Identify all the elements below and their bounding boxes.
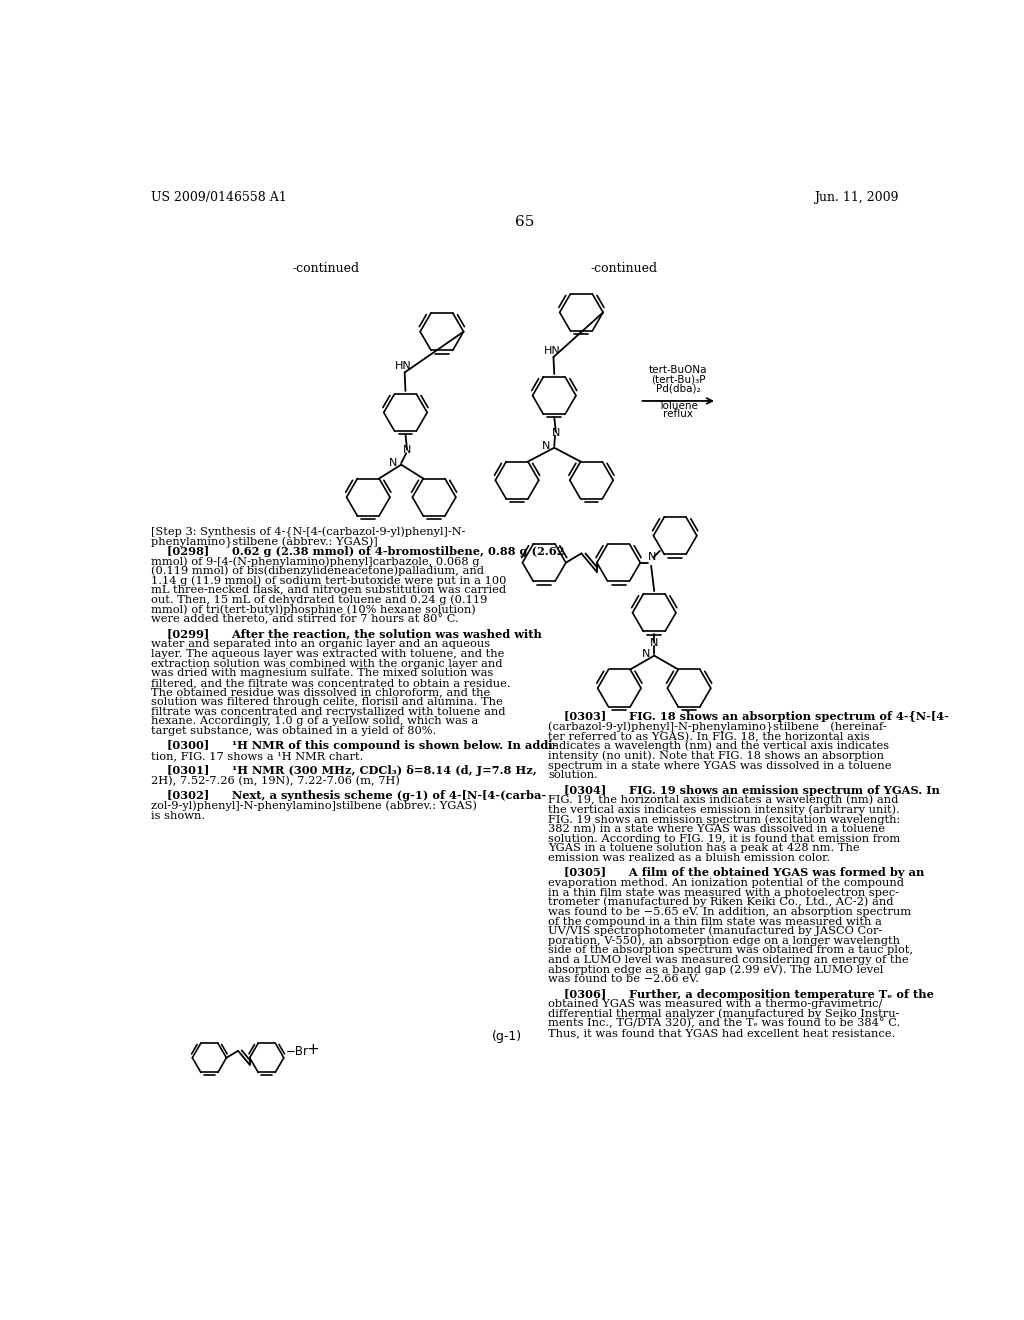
Text: filtered, and the filtrate was concentrated to obtain a residue.: filtered, and the filtrate was concentra…: [152, 678, 511, 688]
Text: indicates a wavelength (nm) and the vertical axis indicates: indicates a wavelength (nm) and the vert…: [548, 741, 889, 751]
Text: N: N: [403, 445, 412, 455]
Text: solution. According to FIG. 19, it is found that emission from: solution. According to FIG. 19, it is fo…: [548, 834, 900, 843]
Text: trometer (manufactured by Riken Keiki Co., Ltd., AC-2) and: trometer (manufactured by Riken Keiki Co…: [548, 896, 894, 907]
Text: [0298]  0.62 g (2.38 mmol) of 4-bromostilbene, 0.88 g (2.62: [0298] 0.62 g (2.38 mmol) of 4-bromostil…: [152, 546, 565, 557]
Text: Pd(dba)₂: Pd(dba)₂: [656, 384, 700, 393]
Text: were added thereto, and stirred for 7 hours at 80° C.: were added thereto, and stirred for 7 ho…: [152, 614, 459, 624]
Text: of the compound in a thin film state was measured with a: of the compound in a thin film state was…: [548, 916, 882, 927]
Text: and a LUMO level was measured considering an energy of the: and a LUMO level was measured considerin…: [548, 956, 908, 965]
Text: [0301]  ¹H NMR (300 MHz, CDCl₃) δ=8.14 (d, J=7.8 Hz,: [0301] ¹H NMR (300 MHz, CDCl₃) δ=8.14 (d…: [152, 766, 537, 776]
Text: was dried with magnesium sulfate. The mixed solution was: was dried with magnesium sulfate. The mi…: [152, 668, 494, 678]
Text: N: N: [642, 649, 650, 659]
Text: N: N: [542, 441, 550, 451]
Text: was found to be −2.66 eV.: was found to be −2.66 eV.: [548, 974, 699, 985]
Text: phenylamino}stilbene (abbrev.: YGAS)]: phenylamino}stilbene (abbrev.: YGAS)]: [152, 537, 378, 548]
Text: differential thermal analyzer (manufactured by Seiko Instru-: differential thermal analyzer (manufactu…: [548, 1008, 899, 1019]
Text: Toluene: Toluene: [658, 401, 698, 411]
Text: +: +: [307, 1041, 319, 1057]
Text: Thus, it was found that YGAS had excellent heat resistance.: Thus, it was found that YGAS had excelle…: [548, 1028, 895, 1039]
Text: HN: HN: [395, 362, 412, 371]
Text: [Step 3: Synthesis of 4-{N-[4-(carbazol-9-yl)phenyl]-N-: [Step 3: Synthesis of 4-{N-[4-(carbazol-…: [152, 527, 466, 539]
Text: 382 nm) in a state where YGAS was dissolved in a toluene: 382 nm) in a state where YGAS was dissol…: [548, 824, 885, 834]
Text: ments Inc., TG/DTA 320), and the Tₑ was found to be 384° C.: ments Inc., TG/DTA 320), and the Tₑ was …: [548, 1018, 900, 1028]
Text: mmol) of 9-[4-(N-phenylamino)phenyl]carbazole, 0.068 g: mmol) of 9-[4-(N-phenylamino)phenyl]carb…: [152, 556, 480, 566]
Text: in a thin film state was measured with a photoelectron spec-: in a thin film state was measured with a…: [548, 887, 899, 898]
Text: YGAS in a toluene solution has a peak at 428 nm. The: YGAS in a toluene solution has a peak at…: [548, 843, 860, 854]
Text: spectrum in a state where YGAS was dissolved in a toluene: spectrum in a state where YGAS was disso…: [548, 760, 892, 771]
Text: HN: HN: [544, 346, 561, 356]
Text: [0302]  Next, a synthesis scheme (g-1) of 4-[N-[4-(carba-: [0302] Next, a synthesis scheme (g-1) of…: [152, 791, 547, 801]
Text: tion, FIG. 17 shows a ¹H NMR chart.: tion, FIG. 17 shows a ¹H NMR chart.: [152, 751, 364, 762]
Text: reflux: reflux: [664, 409, 693, 420]
Text: [0303]  FIG. 18 shows an absorption spectrum of 4-{N-[4-: [0303] FIG. 18 shows an absorption spect…: [548, 711, 949, 722]
Text: [0304]  FIG. 19 shows an emission spectrum of YGAS. In: [0304] FIG. 19 shows an emission spectru…: [548, 784, 940, 796]
Text: US 2009/0146558 A1: US 2009/0146558 A1: [152, 191, 287, 203]
Text: (0.119 mmol) of bis(dibenzylideneacetone)palladium, and: (0.119 mmol) of bis(dibenzylideneacetone…: [152, 566, 484, 577]
Text: extraction solution was combined with the organic layer and: extraction solution was combined with th…: [152, 659, 503, 669]
Text: [0299]  After the reaction, the solution was washed with: [0299] After the reaction, the solution …: [152, 628, 542, 640]
Text: -continued: -continued: [292, 263, 359, 276]
Text: FIG. 19 shows an emission spectrum (excitation wavelength:: FIG. 19 shows an emission spectrum (exci…: [548, 814, 900, 825]
Text: mmol) of tri(tert-butyl)phosphine (10% hexane solution): mmol) of tri(tert-butyl)phosphine (10% h…: [152, 605, 476, 615]
Text: solution was filtered through celite, florisil and alumina. The: solution was filtered through celite, fl…: [152, 697, 503, 708]
Text: obtained YGAS was measured with a thermo-gravimetric/: obtained YGAS was measured with a thermo…: [548, 999, 883, 1010]
Text: FIG. 19, the horizontal axis indicates a wavelength (nm) and: FIG. 19, the horizontal axis indicates a…: [548, 795, 898, 805]
Text: water and separated into an organic layer and an aqueous: water and separated into an organic laye…: [152, 639, 490, 649]
Text: tert-BuONa: tert-BuONa: [649, 366, 708, 375]
Text: side of the absorption spectrum was obtained from a tauc plot,: side of the absorption spectrum was obta…: [548, 945, 913, 956]
Text: target substance, was obtained in a yield of 80%.: target substance, was obtained in a yiel…: [152, 726, 436, 737]
Text: emission was realized as a bluish emission color.: emission was realized as a bluish emissi…: [548, 853, 830, 863]
Text: zol-9-yl)phenyl]-N-phenylamino]stilbene (abbrev.: YGAS): zol-9-yl)phenyl]-N-phenylamino]stilbene …: [152, 800, 477, 810]
Text: The obtained residue was dissolved in chloroform, and the: The obtained residue was dissolved in ch…: [152, 688, 490, 697]
Text: filtrate was concentrated and recrystallized with toluene and: filtrate was concentrated and recrystall…: [152, 706, 506, 717]
Text: [0305]  A film of the obtained YGAS was formed by an: [0305] A film of the obtained YGAS was f…: [548, 867, 925, 878]
Text: N: N: [648, 552, 656, 561]
Text: absorption edge as a band gap (2.99 eV). The LUMO level: absorption edge as a band gap (2.99 eV).…: [548, 964, 884, 974]
Text: mL three-necked flask, and nitrogen substitution was carried: mL three-necked flask, and nitrogen subs…: [152, 586, 507, 595]
Text: 2H), 7.52-7.26 (m, 19N), 7.22-7.06 (m, 7H): 2H), 7.52-7.26 (m, 19N), 7.22-7.06 (m, 7…: [152, 776, 400, 785]
Text: Jun. 11, 2009: Jun. 11, 2009: [814, 191, 898, 203]
Text: N: N: [650, 638, 658, 648]
Text: −Br: −Br: [286, 1045, 309, 1059]
Text: 65: 65: [515, 215, 535, 230]
Text: solution.: solution.: [548, 771, 598, 780]
Text: N: N: [552, 428, 560, 438]
Text: (carbazol-9-yl)phenyl]-N-phenylamino}stilbene (hereinaf-: (carbazol-9-yl)phenyl]-N-phenylamino}sti…: [548, 722, 887, 733]
Text: N: N: [389, 458, 397, 469]
Text: evaporation method. An ionization potential of the compound: evaporation method. An ionization potent…: [548, 878, 904, 888]
Text: (tert-Bu)₃P: (tert-Bu)₃P: [651, 375, 706, 384]
Text: layer. The aqueous layer was extracted with toluene, and the: layer. The aqueous layer was extracted w…: [152, 649, 505, 659]
Text: [0300]  ¹H NMR of this compound is shown below. In addi-: [0300] ¹H NMR of this compound is shown …: [152, 741, 558, 751]
Text: -continued: -continued: [591, 263, 657, 276]
Text: [0306]  Further, a decomposition temperature Tₑ of the: [0306] Further, a decomposition temperat…: [548, 989, 934, 999]
Text: UV/VIS spectrophotometer (manufactured by JASCO Cor-: UV/VIS spectrophotometer (manufactured b…: [548, 925, 883, 936]
Text: 1.14 g (11.9 mmol) of sodium tert-butoxide were put in a 100: 1.14 g (11.9 mmol) of sodium tert-butoxi…: [152, 576, 507, 586]
Text: ter referred to as YGAS). In FIG. 18, the horizontal axis: ter referred to as YGAS). In FIG. 18, th…: [548, 731, 869, 742]
Text: is shown.: is shown.: [152, 810, 206, 821]
Text: was found to be −5.65 eV. In addition, an absorption spectrum: was found to be −5.65 eV. In addition, a…: [548, 907, 911, 917]
Text: the vertical axis indicates emission intensity (arbitrary unit).: the vertical axis indicates emission int…: [548, 804, 900, 814]
Text: poration, V-550), an absorption edge on a longer wavelength: poration, V-550), an absorption edge on …: [548, 936, 900, 946]
Text: (g-1): (g-1): [493, 1030, 522, 1043]
Text: hexane. Accordingly, 1.0 g of a yellow solid, which was a: hexane. Accordingly, 1.0 g of a yellow s…: [152, 717, 478, 726]
Text: intensity (no unit). Note that FIG. 18 shows an absorption: intensity (no unit). Note that FIG. 18 s…: [548, 751, 884, 762]
Text: out. Then, 15 mL of dehydrated toluene and 0.24 g (0.119: out. Then, 15 mL of dehydrated toluene a…: [152, 594, 487, 605]
